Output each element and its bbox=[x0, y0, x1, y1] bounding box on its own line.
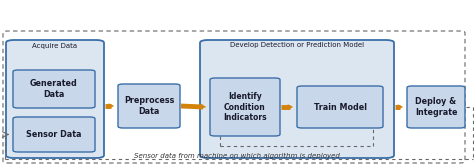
FancyBboxPatch shape bbox=[13, 70, 95, 108]
FancyBboxPatch shape bbox=[297, 86, 383, 128]
Text: Train Model: Train Model bbox=[313, 102, 366, 112]
FancyBboxPatch shape bbox=[200, 40, 394, 158]
Text: Develop Detection or Prediction Model: Develop Detection or Prediction Model bbox=[230, 42, 364, 48]
Text: Deploy &
Integrate: Deploy & Integrate bbox=[415, 97, 457, 117]
FancyBboxPatch shape bbox=[6, 40, 104, 158]
Text: Sensor data from machine on which algorithm is deployed: Sensor data from machine on which algori… bbox=[134, 153, 340, 159]
Text: Preprocess
Data: Preprocess Data bbox=[124, 96, 174, 116]
FancyBboxPatch shape bbox=[13, 117, 95, 152]
Text: Identify
Condition
Indicators: Identify Condition Indicators bbox=[223, 92, 267, 122]
FancyBboxPatch shape bbox=[210, 78, 280, 136]
Text: Generated
Data: Generated Data bbox=[30, 79, 78, 99]
FancyBboxPatch shape bbox=[118, 84, 180, 128]
Text: Acquire Data: Acquire Data bbox=[32, 43, 78, 49]
Text: Sensor Data: Sensor Data bbox=[26, 130, 82, 139]
FancyBboxPatch shape bbox=[407, 86, 465, 128]
